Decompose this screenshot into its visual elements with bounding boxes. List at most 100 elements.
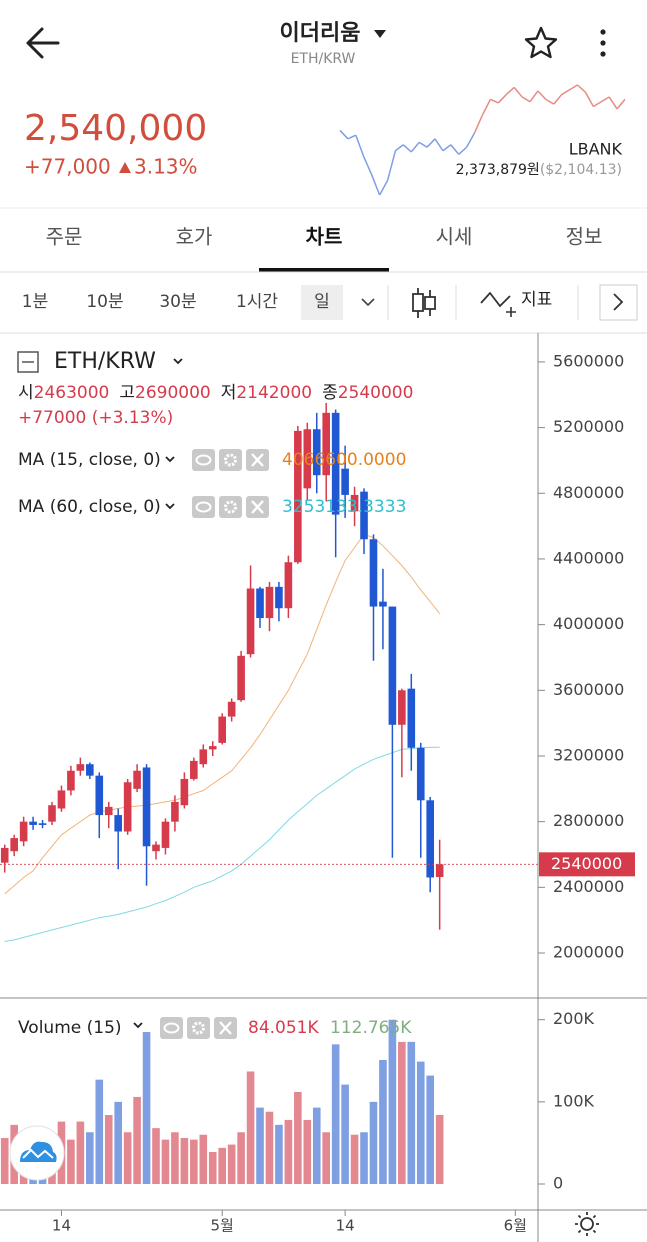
sparkline-segment [592,101,602,108]
volume-bar [369,1101,378,1184]
volume-bar [265,1111,274,1184]
change-row: +77000 (+3.13%) [18,408,173,428]
visibility-toggle[interactable] [160,1017,183,1039]
volume-bar [303,1119,312,1184]
ma-name: MA (15, close, 0) [18,450,161,470]
tab[interactable]: 호가 [176,225,213,249]
candle-body [360,491,368,540]
candle-body [114,815,122,832]
tab-bar: 주문 호가 차트 시세 정보 [46,225,603,272]
settings-icon[interactable] [187,1017,210,1039]
back-button[interactable] [26,27,60,59]
eye-glyph [195,501,212,513]
settings-button[interactable] [575,1212,599,1236]
chevron [613,293,624,311]
sparkline-segment [370,174,381,196]
candle-body [218,716,226,743]
candle-body [284,562,293,609]
settings-icon[interactable] [219,496,242,518]
plot-area: 2000000 2400000 2800000 3200000 3600000 40000… [0,351,635,1235]
tab[interactable]: 차트 [306,225,343,249]
interval-option[interactable]: 1분 [22,292,48,312]
interval-option[interactable]: 10분 [86,292,123,312]
interval-bar: 1분 10분 30분 1시간 일 [22,285,343,320]
sparkline-segment [378,180,389,196]
tab[interactable]: 정보 [566,225,603,249]
candle-body [10,838,18,852]
y-tick-label: 4800000 [553,483,624,502]
eye-glyph [163,1022,180,1034]
candle-body [190,760,198,779]
visibility-toggle[interactable] [192,449,215,471]
candle-body [38,823,47,825]
tab[interactable]: 주문 [46,225,83,249]
candle-body [426,800,435,878]
legend-dropdown[interactable] [165,456,175,463]
last-price-label: 2540000 [551,854,622,873]
y-tick-label: 4000000 [553,614,624,633]
volume-bar [246,1071,255,1184]
chart-type-button[interactable] [412,288,436,318]
menu-button[interactable] [600,29,606,57]
indicator-button[interactable]: 지표 [480,290,552,317]
candle-body [369,539,378,607]
y-tick-label: 3200000 [553,745,624,764]
interval-dropdown[interactable] [361,298,375,307]
volume-bar [435,1114,444,1184]
volume-bar [331,1044,340,1184]
volume-bar [407,1041,416,1184]
floating-app-button[interactable] [9,1125,65,1181]
candle-body [227,701,236,717]
sparkline-segment [497,94,507,104]
interval-option[interactable]: 30분 [159,292,196,312]
legend-dropdown[interactable] [165,503,175,510]
sparkline-segment [561,89,570,96]
interval-option[interactable]: 일 [314,292,330,312]
sparkline-segment [529,90,539,103]
indicator-label[interactable]: 지표 [521,290,552,310]
ma-value: 4066600.0000 [282,450,406,470]
scroll-right-button[interactable] [599,284,638,321]
volume-bar [208,1151,217,1184]
legend-dropdown[interactable] [173,358,183,365]
sparkline-segment [537,90,547,100]
visibility-toggle[interactable] [192,496,215,518]
candle-body [76,764,85,771]
ohlc-row: 시2463000 고2690000 저2142000 종2540000 [18,383,413,403]
candle-body [322,412,331,476]
volume-bar [388,1019,397,1184]
pair-subtitle: ETH/KRW [291,51,356,67]
volume-bar [95,1079,104,1184]
sparkline-segment [402,144,412,153]
volume-value: 84.051K [248,1018,319,1038]
eye-glyph [195,454,212,466]
volume-bar [379,1059,387,1184]
sparkline-segment [481,99,492,116]
favorite-button[interactable] [524,26,558,59]
volume-bar [416,1061,425,1184]
interval-option[interactable]: 1시간 [236,292,278,312]
candle-body [312,429,321,476]
tab[interactable]: 시세 [436,225,473,249]
volume-bar [76,1121,85,1184]
candle-body [123,782,132,832]
volume-bar [86,1132,94,1184]
x-glyph [219,1021,232,1035]
candle-body [388,606,397,725]
x-tick-label: 14 [52,1217,71,1235]
settings-icon[interactable] [219,449,242,471]
candle-body [265,586,274,619]
candle-body [341,468,349,495]
sparkline-segment [450,144,460,155]
sparkline-segment [600,96,610,103]
legend-dropdown[interactable] [133,1022,143,1029]
sparkline-segment [410,141,420,153]
title-dropdown[interactable] [374,30,386,38]
volume-bar [312,1107,321,1184]
volume-bar [256,1107,264,1184]
sparkline-segment [521,96,531,103]
coin-title[interactable]: 이더리움 [280,21,361,46]
sparkline [339,84,626,196]
current-price: 2,540,000 [24,108,207,149]
